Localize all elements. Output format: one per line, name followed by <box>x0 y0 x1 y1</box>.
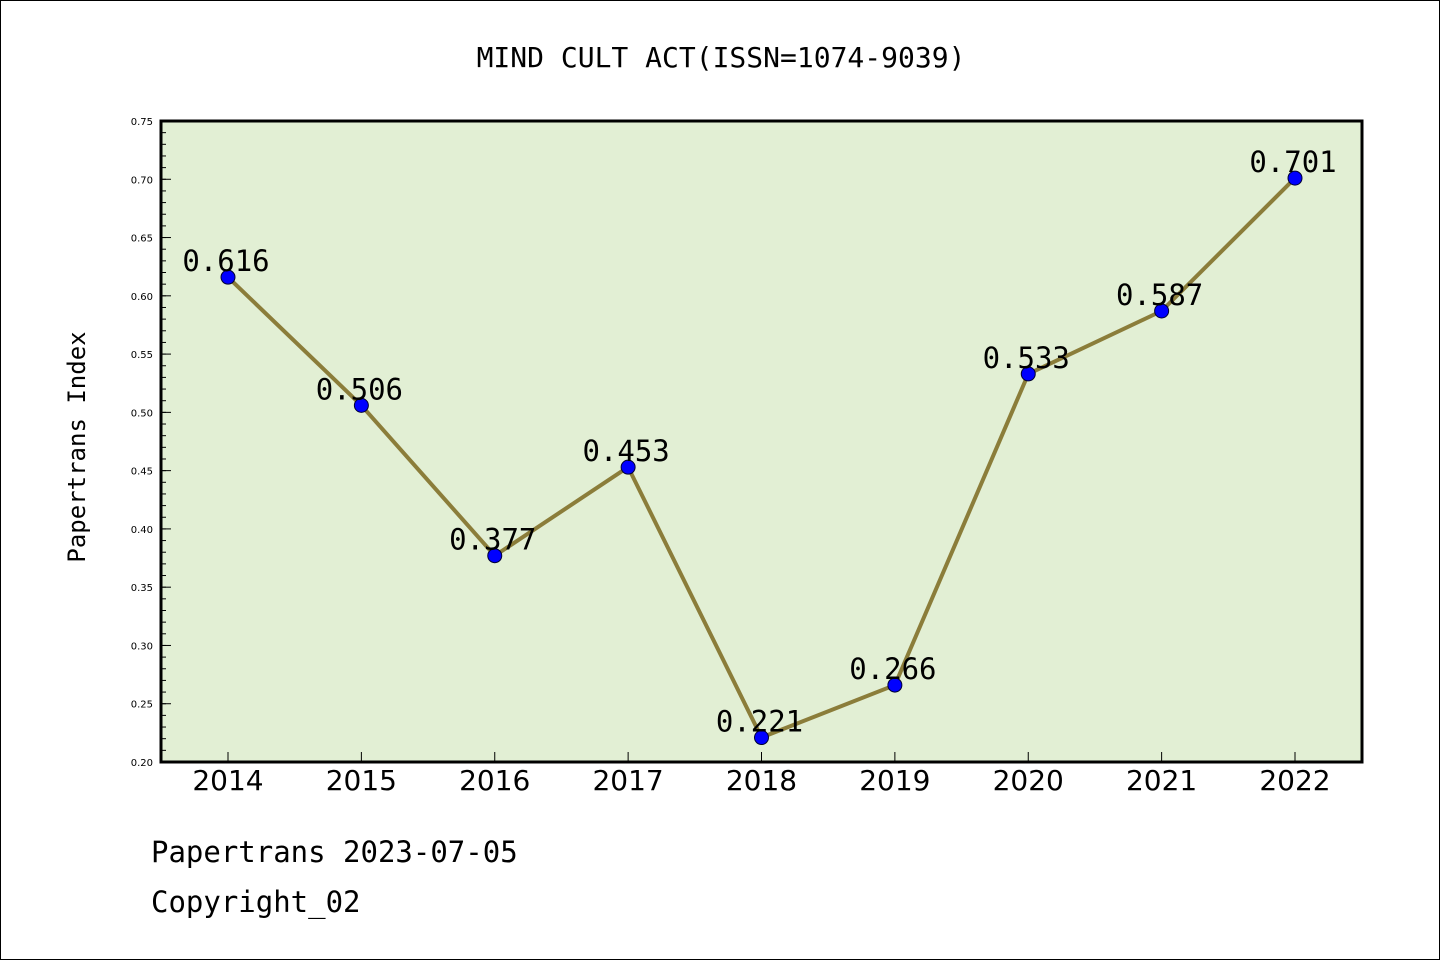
y-tick-label: 0.70 <box>131 175 153 186</box>
plot-border <box>159 119 1364 764</box>
footer-copyright-line: Copyright_02 <box>151 885 361 919</box>
data-label: 0.587 <box>1116 278 1203 312</box>
plot-area <box>161 121 1362 762</box>
data-label: 0.506 <box>316 372 403 406</box>
y-tick-label: 0.35 <box>131 583 153 594</box>
y-tick-label: 0.65 <box>131 234 153 245</box>
x-tick-label: 2018 <box>726 764 797 797</box>
data-point-marker <box>1287 170 1303 186</box>
x-tick-label: 2021 <box>1126 764 1197 797</box>
data-markers <box>220 170 1303 746</box>
data-point-marker <box>1154 303 1170 319</box>
y-tick-label: 0.20 <box>131 758 153 769</box>
data-point-marker <box>487 548 503 564</box>
y-tick-label: 0.45 <box>131 467 153 478</box>
x-tick-label: 2016 <box>459 764 530 797</box>
data-label: 0.533 <box>983 341 1070 375</box>
y-tick-label: 0.55 <box>131 350 153 361</box>
y-axis-label: Papertrans Index <box>63 331 91 562</box>
y-tick-label: 0.75 <box>131 117 153 128</box>
x-tick-label: 2019 <box>859 764 930 797</box>
x-tick-label: 2017 <box>592 764 663 797</box>
x-tick-label: 2015 <box>326 764 397 797</box>
data-point-marker <box>220 269 236 285</box>
data-labels: 0.616 0.506 0.377 0.453 0.221 0.266 0.533 0.587… <box>182 145 1336 738</box>
data-point-marker <box>1020 366 1036 382</box>
x-axis-ticks: 2014 2015 2016 2017 2018 2019 2020 2021 2022 <box>192 752 1331 797</box>
data-label: 0.266 <box>849 652 936 686</box>
y-axis-ticks: 0.20 0.25 0.30 0.35 0.40 0.45 0.50 0.55 0.60 0.65… <box>131 117 171 769</box>
data-label: 0.453 <box>582 434 669 468</box>
y-tick-label: 0.25 <box>131 700 153 711</box>
x-tick-label: 2022 <box>1259 764 1330 797</box>
y-tick-label: 0.60 <box>131 292 153 303</box>
data-point-marker <box>620 459 636 475</box>
data-label: 0.701 <box>1249 145 1336 179</box>
x-tick-label: 2020 <box>993 764 1064 797</box>
data-label: 0.377 <box>449 523 536 557</box>
data-label: 0.616 <box>182 244 269 278</box>
data-label: 0.221 <box>716 705 803 739</box>
y-tick-label: 0.50 <box>131 408 153 419</box>
y-tick-label: 0.40 <box>131 525 153 536</box>
footer-date-line: Papertrans 2023-07-05 <box>151 835 518 869</box>
data-point-marker <box>754 730 769 746</box>
data-point-marker <box>353 397 369 413</box>
y-tick-label: 0.30 <box>131 641 153 652</box>
x-tick-label: 2014 <box>192 764 263 797</box>
data-point-marker <box>887 677 903 693</box>
chart-title: MIND CULT ACT(ISSN=1074-9039) <box>477 41 966 74</box>
